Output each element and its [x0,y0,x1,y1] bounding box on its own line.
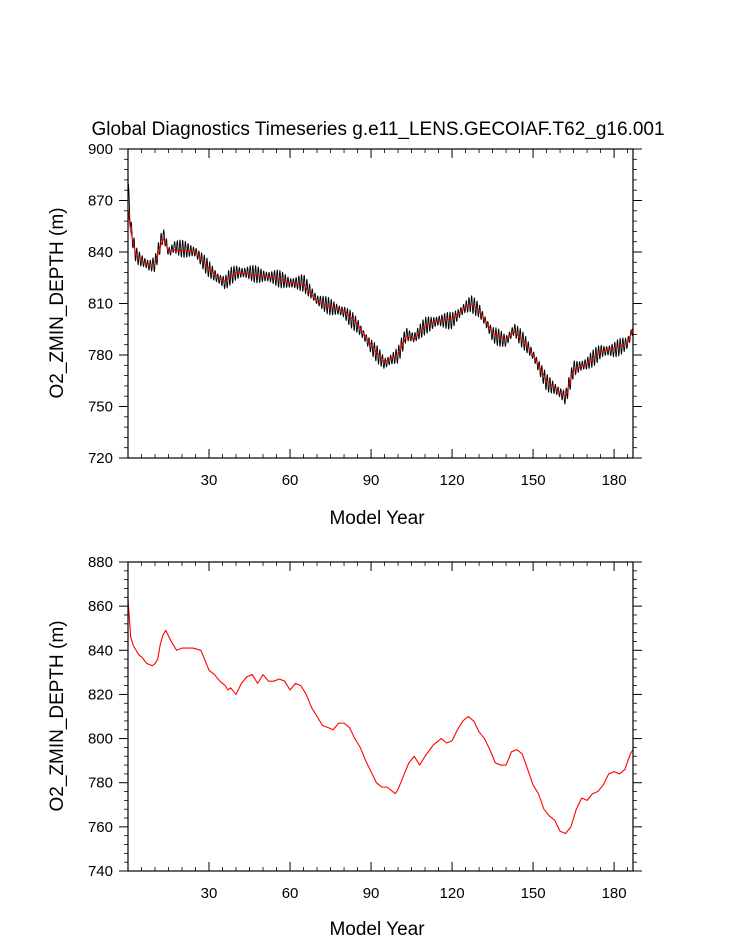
top-ticks-group: 30 60 90 120 150 180 720 750 780 810 840 870 900 [88,141,642,489]
top-x-tick-label: 120 [440,472,465,489]
top-series-monthly [127,183,634,405]
bottom-y-tick-label: 820 [88,686,113,703]
top-y-tick-label: 870 [88,193,113,210]
top-y-tick-label: 780 [88,347,113,364]
bottom-x-tick-label: 120 [440,885,465,902]
top-x-tick-label: 180 [602,472,627,489]
bottom-x-tick-label: 180 [602,885,627,902]
top-chart-title: Global Diagnostics Timeseries g.e11_LENS… [91,119,664,140]
bottom-y-axis-label: O2_ZMIN_DEPTH (m) [47,620,68,811]
bottom-y-tick-label: 840 [88,642,113,659]
bottom-y-tick-label: 740 [88,863,113,880]
top-x-tick-label: 30 [201,472,218,489]
bottom-series-annual-mean [127,599,634,835]
top-x-axis-label: Model Year [329,508,425,529]
top-y-tick-label: 840 [88,244,113,261]
bottom-x-tick-label: 30 [201,885,218,902]
bottom-ticks-group: 30 60 90 120 150 180 740 760 780 800 820 840 860 880 [88,554,642,902]
bottom-series-group [127,599,634,835]
bottom-y-tick-label: 800 [88,731,113,748]
top-series-annual-mean [127,209,634,397]
top-y-tick-label: 720 [88,450,113,467]
top-y-axis-label: O2_ZMIN_DEPTH (m) [47,207,68,398]
top-series-group [127,183,634,405]
bottom-x-tick-label: 60 [282,885,299,902]
top-plot-frame [127,148,634,459]
bottom-y-tick-label: 780 [88,775,113,792]
bottom-x-axis-label: Model Year [329,919,425,940]
top-y-tick-label: 900 [88,141,113,158]
top-panel: Global Diagnostics Timeseries g.e11_LENS… [47,119,665,529]
bottom-panel: 30 60 90 120 150 180740760780800820840860880 … [47,554,642,940]
top-y-tick-label: 810 [88,296,113,313]
bottom-x-tick-label: 150 [521,885,546,902]
top-x-tick-label: 150 [521,472,546,489]
top-x-tick-label: 60 [282,472,299,489]
bottom-x-tick-label: 90 [363,885,380,902]
bottom-plot-frame [127,561,634,872]
bottom-y-tick-label: 880 [88,554,113,571]
top-y-tick-label: 750 [88,399,113,416]
top-x-tick-label: 90 [363,472,380,489]
bottom-y-tick-label: 860 [88,598,113,615]
bottom-y-tick-label: 760 [88,819,113,836]
